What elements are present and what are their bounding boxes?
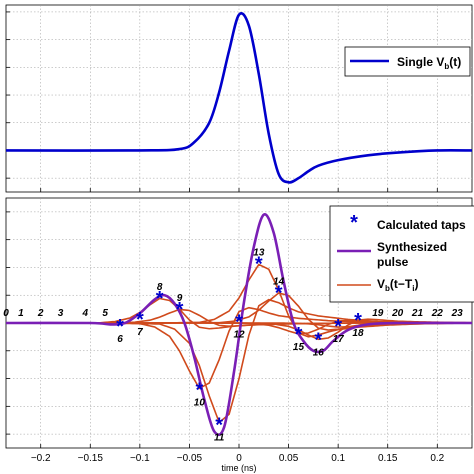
- tap-label: 1: [18, 308, 24, 319]
- tap-marker: *: [195, 380, 203, 402]
- tap-label: 22: [431, 308, 444, 319]
- bottom-chart-panel: * ********* ** * 0 1 2 3 4 567891011121314151617…: [3, 197, 474, 473]
- tap-marker: *: [295, 324, 303, 346]
- top-plot-frame: [5, 4, 473, 193]
- synthesized-pulse-line: [5, 213, 473, 437]
- tap-label: 20: [391, 308, 404, 319]
- tap-markers: * * * * * * * * * * * * *: [116, 253, 362, 436]
- tap-marker: *: [334, 316, 342, 338]
- tap-label: 9: [177, 293, 183, 304]
- tap-label: 5: [102, 308, 108, 319]
- tap-marker: *: [275, 282, 283, 304]
- bottom-x-tick-label: 0.05: [279, 453, 299, 464]
- tap-label: 18: [352, 328, 364, 339]
- tap-label: 12: [233, 330, 245, 341]
- tap-marker: *: [235, 312, 243, 334]
- tap-label: 11: [214, 432, 225, 443]
- bottom-x-tick-label: 0.1: [331, 453, 345, 464]
- top-legend-label-single-vb: Single Vb(t): [397, 55, 461, 71]
- tap-label: 0: [3, 308, 9, 319]
- tap-label: 16: [313, 348, 325, 359]
- tap-marker: *: [176, 299, 184, 321]
- top-series-line: [5, 12, 473, 184]
- tap-marker: *: [255, 253, 263, 275]
- bottom-x-tick-label: −0.05: [177, 453, 203, 464]
- tap-marker: *: [215, 414, 223, 436]
- tap-label: 17: [333, 334, 345, 345]
- bottom-x-tick-label: 0: [236, 453, 242, 464]
- bottom-x-axis-label: time (ns): [221, 463, 256, 473]
- top-chart-panel: Single Vb(t): [5, 4, 473, 193]
- bottom-legend-box: [329, 205, 474, 303]
- tap-marker: *: [314, 330, 322, 352]
- bottom-x-tick-label: −0.15: [78, 453, 104, 464]
- tap-label: 10: [194, 398, 206, 409]
- tap-label: 6: [117, 334, 123, 345]
- tap-label: 14: [273, 276, 285, 287]
- tap-label: 13: [253, 247, 265, 258]
- bottom-x-tick-labels: −0.2 −0.15 −0.1 −0.05 0 0.05 0.1 0.15 0.2: [31, 453, 445, 464]
- tap-label: 23: [451, 308, 464, 319]
- tap-label: 8: [157, 282, 163, 293]
- tap-label: 15: [293, 342, 305, 353]
- top-legend: Single Vb(t): [344, 46, 471, 77]
- bottom-legend: * Calculated taps Synthesized pulse Vb(t…: [329, 205, 474, 303]
- tap-label: 2: [37, 308, 44, 319]
- bottom-x-tick-label: 0.15: [378, 453, 398, 464]
- tap-label: 21: [411, 308, 424, 319]
- tap-label: 4: [82, 308, 89, 319]
- bottom-x-tick-label: −0.2: [31, 453, 51, 464]
- legend-label-calculated-taps: Calculated taps: [377, 218, 466, 232]
- legend-star-swatch: *: [350, 212, 358, 234]
- tap-marker: *: [116, 316, 124, 338]
- bottom-x-tick-label: 0.2: [430, 453, 444, 464]
- tap-label: 7: [137, 327, 143, 338]
- bottom-x-tick-label: −0.1: [130, 453, 150, 464]
- tap-marker: *: [354, 310, 362, 332]
- tap-marker: *: [136, 309, 144, 331]
- tap-label: 3: [58, 308, 64, 319]
- legend-label-pulse: pulse: [377, 255, 409, 269]
- legend-label-synthesized: Synthesized: [377, 240, 447, 254]
- tap-marker: *: [156, 288, 164, 310]
- tap-label: 19: [372, 308, 384, 319]
